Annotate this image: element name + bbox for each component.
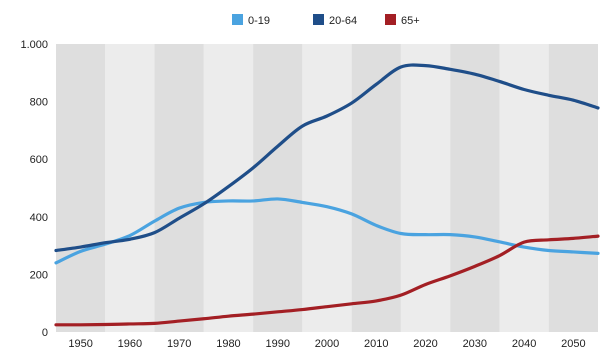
y-tick-label: 1.000 [20,39,48,51]
x-tick-label: 1990 [265,338,289,350]
grid-band [400,44,451,332]
series-lines [54,63,600,327]
x-tick-label: 2020 [413,338,437,350]
x-tick-label: 2040 [512,338,536,350]
legend-label-65+: 65+ [401,15,420,27]
y-tick-label: 400 [30,212,48,224]
legend-label-0-19: 0-19 [248,15,270,27]
legend: 0-19 20-64 65+ [232,14,420,27]
y-tick-label: 0 [42,327,48,339]
legend-swatch-0-19 [232,14,243,25]
grid-band [548,44,598,332]
grid-band [56,44,106,332]
x-tick-label: 1960 [118,338,142,350]
series-line-20-64 [54,63,600,253]
grid-band [450,44,500,332]
x-tick-label: 2000 [315,338,339,350]
series-line-65+ [54,234,600,327]
x-tick-label: 1950 [68,338,92,350]
grid-band [351,44,401,332]
grid-band [105,44,155,332]
y-tick-label: 200 [30,269,48,281]
y-tick-label: 600 [30,154,48,166]
grid-band [302,44,352,332]
grid-band [154,44,204,332]
x-tick-label: 1980 [216,338,240,350]
x-tick-label: 2050 [561,338,585,350]
legend-swatch-65+ [385,14,396,25]
x-tick-label: 2010 [364,338,388,350]
x-tick-label: 1970 [167,338,191,350]
legend-label-20-64: 20-64 [329,15,357,27]
grid-band [499,44,549,332]
y-axis-tick-labels: 0 200 400 600 800 1.000 [20,39,48,339]
grid-band [253,44,303,332]
legend-swatch-20-64 [313,14,324,25]
x-axis-tick-labels: 1950 1960 1970 1980 1990 2000 2010 2020 2030 2040… [68,338,585,350]
y-tick-label: 800 [30,97,48,109]
series-line-0-19 [54,197,600,265]
x-tick-label: 2030 [463,338,487,350]
